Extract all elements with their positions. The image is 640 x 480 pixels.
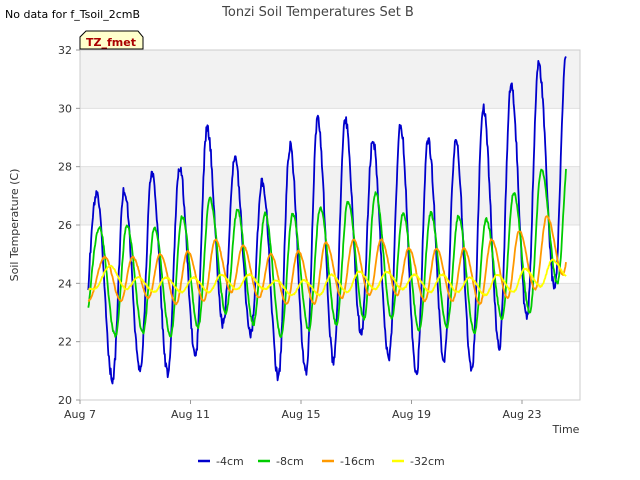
y-tick-label: 28 xyxy=(58,161,72,174)
series-line-neg8cm xyxy=(87,168,567,338)
grid-band xyxy=(80,166,580,225)
legend: -4cm -8cm -16cm -32cm xyxy=(198,455,445,468)
x-tick-label: Aug 11 xyxy=(171,408,210,421)
y-tick-label: 30 xyxy=(58,102,72,115)
x-axis-label: Time xyxy=(552,423,580,436)
x-tick-label: Aug 15 xyxy=(282,408,321,421)
no-data-notice: No data for f_Tsoil_2cmB xyxy=(5,8,140,21)
series-lines xyxy=(87,56,567,385)
x-tick-label: Aug 19 xyxy=(392,408,431,421)
x-tick-label: Aug 7 xyxy=(64,408,96,421)
y-tick-label: 20 xyxy=(58,394,72,407)
x-axis-ticks: Aug 7 Aug 11 Aug 15 Aug 19 Aug 23 xyxy=(64,400,541,421)
grid-band xyxy=(80,50,580,109)
site-badge-shape xyxy=(79,30,144,50)
y-tick-label: 24 xyxy=(58,277,72,290)
series-line-neg32cm xyxy=(88,258,567,297)
chart-title: Tonzi Soil Temperatures Set B xyxy=(221,5,414,20)
series-line-neg4cm xyxy=(87,56,567,385)
site-badge: TZ_fmet xyxy=(79,30,144,50)
y-tick-label: 32 xyxy=(58,44,72,57)
y-tick-label: 22 xyxy=(58,336,72,349)
site-badge-label: TZ_fmet xyxy=(86,36,136,49)
legend-label: -4cm xyxy=(216,455,244,468)
legend-label: -8cm xyxy=(276,455,304,468)
y-axis-label: Soil Temperature (C) xyxy=(8,169,21,282)
x-tick-label: Aug 23 xyxy=(502,408,541,421)
legend-label: -32cm xyxy=(410,455,445,468)
legend-label: -16cm xyxy=(340,455,375,468)
y-tick-label: 26 xyxy=(58,219,72,232)
y-axis-ticks: 20 22 24 26 28 30 32 xyxy=(58,44,80,407)
